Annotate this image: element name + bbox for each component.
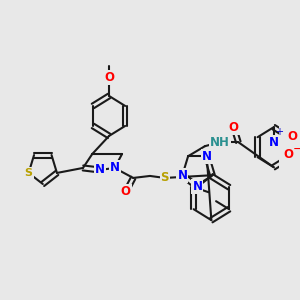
Text: N: N [269, 136, 279, 149]
Text: O: O [229, 121, 239, 134]
Text: N: N [177, 169, 188, 182]
Text: S: S [25, 168, 33, 178]
Text: S: S [160, 171, 169, 184]
Text: +: + [275, 127, 283, 137]
Text: N: N [110, 161, 120, 174]
Text: O: O [287, 130, 297, 143]
Text: −: − [292, 143, 300, 156]
Text: N: N [202, 150, 212, 163]
Text: O: O [104, 71, 114, 84]
Text: NH: NH [210, 136, 230, 149]
Text: O: O [121, 185, 131, 198]
Text: O: O [284, 148, 294, 161]
Text: N: N [95, 164, 105, 176]
Text: N: N [192, 180, 203, 194]
